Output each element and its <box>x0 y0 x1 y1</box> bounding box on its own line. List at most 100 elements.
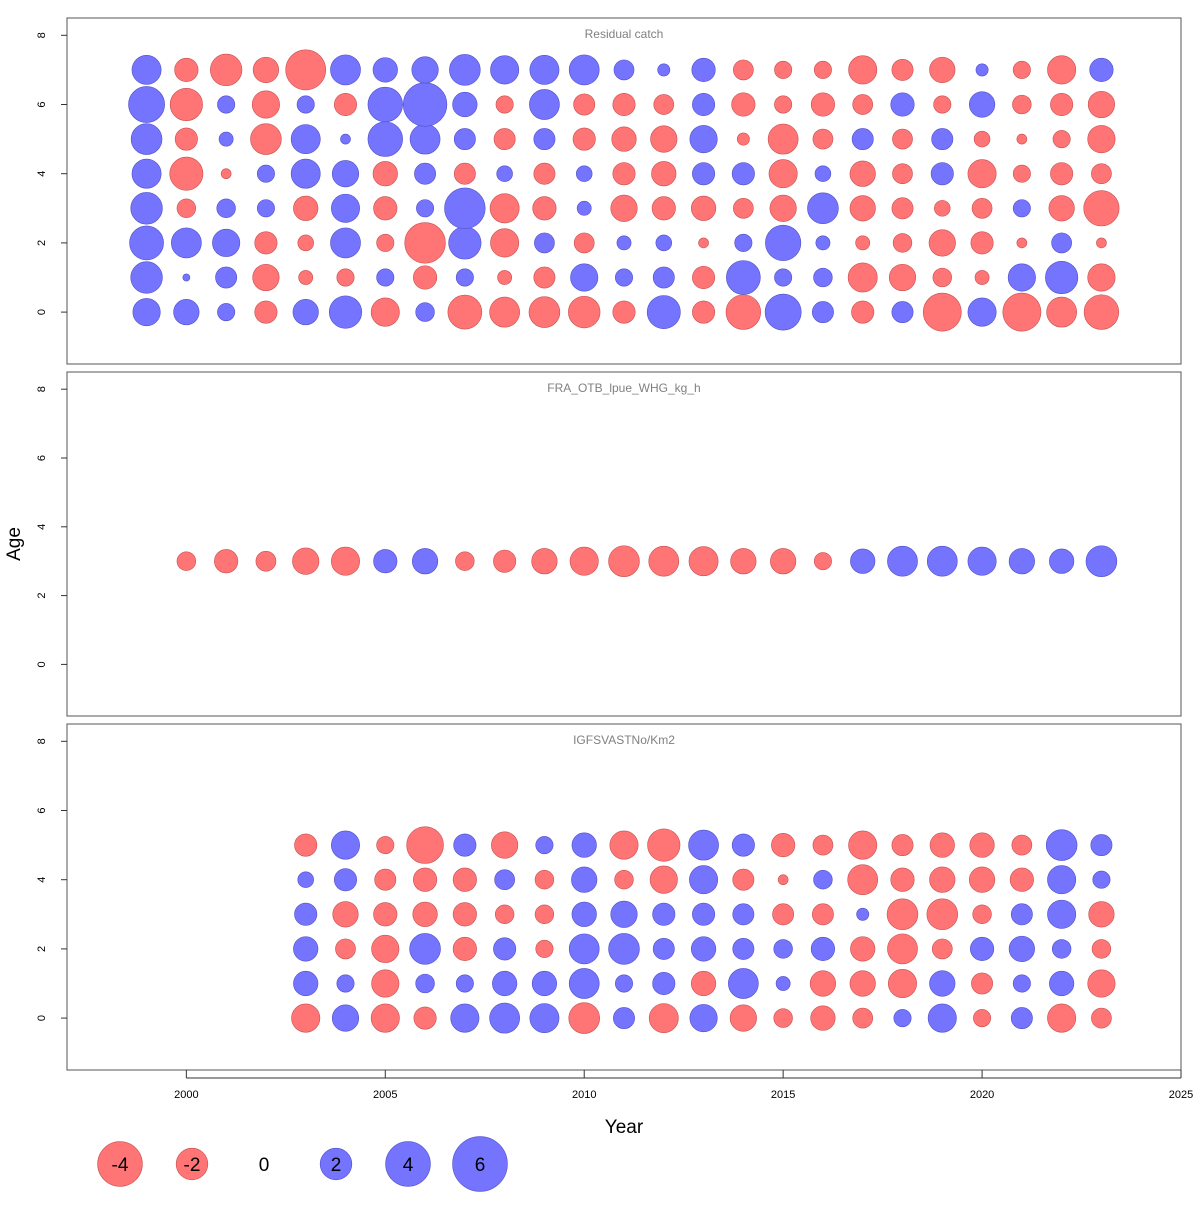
positive-residual-bubble <box>732 903 755 926</box>
negative-residual-bubble <box>611 126 637 152</box>
positive-residual-bubble <box>1010 903 1033 926</box>
negative-residual-bubble <box>1087 125 1116 154</box>
positive-residual-bubble <box>529 1003 560 1034</box>
negative-residual-bubble <box>692 265 716 289</box>
positive-residual-bubble <box>414 162 437 185</box>
positive-residual-bubble <box>568 933 600 965</box>
negative-residual-bubble <box>413 1006 437 1030</box>
negative-residual-bubble <box>1087 969 1116 998</box>
positive-residual-bubble <box>131 158 162 189</box>
panel-frame <box>66 723 1182 1071</box>
negative-residual-bubble <box>533 266 556 289</box>
positive-residual-bubble <box>415 973 435 994</box>
positive-residual-bubble <box>931 128 954 151</box>
negative-residual-bubble <box>612 162 636 186</box>
negative-residual-bubble <box>406 826 444 864</box>
negative-residual-bubble <box>847 864 879 896</box>
positive-residual-bubble <box>608 933 640 965</box>
negative-residual-bubble <box>1048 195 1075 222</box>
positive-residual-bubble <box>570 263 599 292</box>
negative-residual-bubble <box>888 969 917 998</box>
negative-residual-bubble <box>730 548 757 575</box>
positive-residual-bubble <box>815 235 831 251</box>
positive-residual-bubble <box>571 901 597 927</box>
positive-residual-bubble <box>1092 870 1111 889</box>
positive-residual-bubble <box>531 970 557 997</box>
y-tick-label: 4 <box>36 524 48 530</box>
negative-residual-bubble <box>1047 1003 1077 1033</box>
positive-residual-bubble <box>1049 970 1075 997</box>
positive-residual-bubble <box>575 165 593 182</box>
positive-residual-bubble <box>652 902 676 926</box>
positive-residual-bubble <box>293 936 319 962</box>
positive-residual-bubble <box>657 63 671 77</box>
positive-residual-bubble <box>571 832 597 858</box>
y-tick-label: 8 <box>36 32 48 38</box>
negative-residual-bubble <box>250 123 282 155</box>
negative-residual-bubble <box>612 93 636 117</box>
negative-residual-bubble <box>176 551 197 571</box>
positive-residual-bubble <box>652 937 675 960</box>
x-tick-label: 2015 <box>771 1089 795 1101</box>
negative-residual-bubble <box>651 196 676 221</box>
positive-residual-bubble <box>448 226 482 260</box>
positive-residual-bubble <box>773 939 793 959</box>
negative-residual-bubble <box>176 198 197 218</box>
panel-title: IGFSVASTNo/Km2 <box>573 733 675 747</box>
positive-residual-bubble <box>731 162 755 186</box>
positive-residual-bubble <box>294 902 318 926</box>
legend-label: -4 <box>112 1155 129 1176</box>
negative-residual-bubble <box>773 1008 793 1028</box>
negative-residual-bubble <box>768 159 798 189</box>
negative-residual-bubble <box>1091 163 1112 185</box>
negative-residual-bubble <box>648 545 680 577</box>
negative-residual-bubble <box>376 836 395 855</box>
positive-residual-bubble <box>764 293 802 331</box>
positive-residual-bubble <box>333 868 357 892</box>
positive-residual-bubble <box>610 900 638 928</box>
positive-residual-bubble <box>810 936 835 961</box>
negative-residual-bubble <box>534 870 555 890</box>
positive-residual-bubble <box>402 82 448 127</box>
negative-residual-bubble <box>972 904 992 924</box>
negative-residual-bubble <box>413 265 438 290</box>
positive-residual-bubble <box>494 869 515 891</box>
legend-bubble <box>97 1141 143 1187</box>
negative-residual-bubble <box>254 231 278 255</box>
negative-residual-bubble <box>929 832 955 858</box>
positive-residual-bubble <box>615 268 633 287</box>
y-tick-label: 8 <box>36 738 48 744</box>
positive-residual-bubble <box>691 57 716 82</box>
positive-residual-bubble <box>774 268 793 287</box>
positive-residual-bubble <box>571 866 598 893</box>
positive-residual-bubble <box>132 298 161 327</box>
negative-residual-bubble <box>887 933 918 965</box>
positive-residual-bubble <box>416 199 435 218</box>
positive-residual-bubble <box>689 865 719 895</box>
y-tick-label: 4 <box>36 877 48 883</box>
negative-residual-bubble <box>497 270 513 285</box>
negative-residual-bubble <box>376 233 395 252</box>
positive-residual-bubble <box>929 970 956 997</box>
negative-residual-bubble <box>650 125 678 153</box>
negative-residual-bubble <box>1012 94 1032 115</box>
legend-bubble <box>452 1136 508 1192</box>
positive-residual-bubble <box>652 266 675 289</box>
positive-residual-bubble <box>292 299 319 326</box>
positive-residual-bubble <box>1049 548 1075 574</box>
negative-residual-bubble <box>736 132 750 146</box>
negative-residual-bubble <box>967 159 997 189</box>
negative-residual-bubble <box>767 123 799 155</box>
positive-residual-bubble <box>453 128 476 151</box>
negative-residual-bubble <box>609 830 639 860</box>
negative-residual-bubble <box>373 196 398 221</box>
negative-residual-bubble <box>493 549 517 573</box>
negative-residual-bubble <box>851 300 875 324</box>
negative-residual-bubble <box>447 294 483 330</box>
positive-residual-bubble <box>813 870 833 890</box>
positive-residual-bubble <box>409 123 441 155</box>
negative-residual-bubble <box>812 128 834 150</box>
positive-residual-bubble <box>128 86 165 123</box>
positive-residual-bubble <box>533 128 556 151</box>
negative-residual-bubble <box>371 934 400 963</box>
